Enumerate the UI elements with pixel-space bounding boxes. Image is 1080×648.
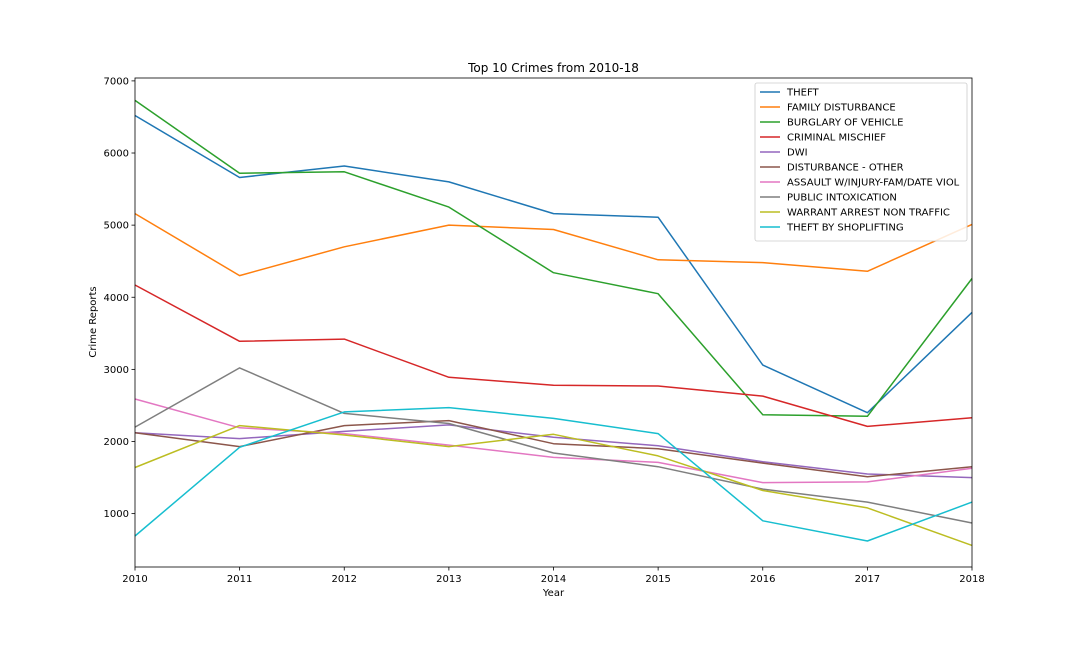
legend-frame xyxy=(754,82,968,242)
y-axis: 1000 2000 3000 4000 5000 6000 7000 xyxy=(104,76,135,520)
y-tick-label: 1000 xyxy=(104,509,129,520)
legend-label-9: THEFT BY SHOPLIFTING xyxy=(786,223,904,234)
y-tick-label: 4000 xyxy=(104,293,129,304)
series-line-7 xyxy=(134,367,973,524)
x-tick-label: 2017 xyxy=(855,574,880,585)
legend-label-8: WARRANT ARREST NON TRAFFIC xyxy=(787,208,950,219)
legend-label-0: THEFT xyxy=(786,88,820,99)
legend-label-4: DWI xyxy=(787,148,808,159)
series-line-5 xyxy=(134,419,973,478)
series-line-6 xyxy=(134,398,973,484)
chart-title: Top 10 Crimes from 2010-18 xyxy=(467,61,639,75)
series-line-8 xyxy=(134,424,973,547)
y-tick-label: 5000 xyxy=(104,221,129,232)
y-tick-label: 3000 xyxy=(104,365,129,376)
x-tick-label: 2016 xyxy=(750,574,775,585)
legend: THEFT FAMILY DISTURBANCE BURGLARY OF VEHIC… xyxy=(754,82,968,242)
series-line-1 xyxy=(134,212,973,277)
legend-label-3: CRIMINAL MISCHIEF xyxy=(787,133,886,144)
legend-label-2: BURGLARY OF VEHICLE xyxy=(787,118,903,129)
series-line-0 xyxy=(134,114,973,414)
legend-label-6: ASSAULT W/INJURY-FAM/DATE VIOL xyxy=(787,178,960,189)
x-axis: 2010 2011 2012 2013 2014 2015 2016 2017 2018 xyxy=(122,567,985,585)
x-tick-label: 2010 xyxy=(122,574,147,585)
y-tick-label: 2000 xyxy=(104,437,129,448)
y-tick-label: 7000 xyxy=(104,76,129,87)
x-tick-label: 2011 xyxy=(227,574,252,585)
series-line-9 xyxy=(134,406,973,542)
series-line-3 xyxy=(134,284,973,428)
x-tick-label: 2012 xyxy=(332,574,357,585)
x-axis-label: Year xyxy=(542,588,565,599)
y-axis-label: Crime Reports xyxy=(88,286,99,357)
series-line-4 xyxy=(134,424,973,479)
legend-label-1: FAMILY DISTURBANCE xyxy=(787,103,896,114)
x-tick-label: 2014 xyxy=(541,574,566,585)
legend-label-7: PUBLIC INTOXICATION xyxy=(787,193,897,204)
y-tick-label: 6000 xyxy=(104,149,129,160)
x-tick-label: 2013 xyxy=(436,574,461,585)
x-tick-label: 2018 xyxy=(959,574,984,585)
x-tick-label: 2015 xyxy=(645,574,670,585)
legend-label-5: DISTURBANCE - OTHER xyxy=(787,163,904,174)
